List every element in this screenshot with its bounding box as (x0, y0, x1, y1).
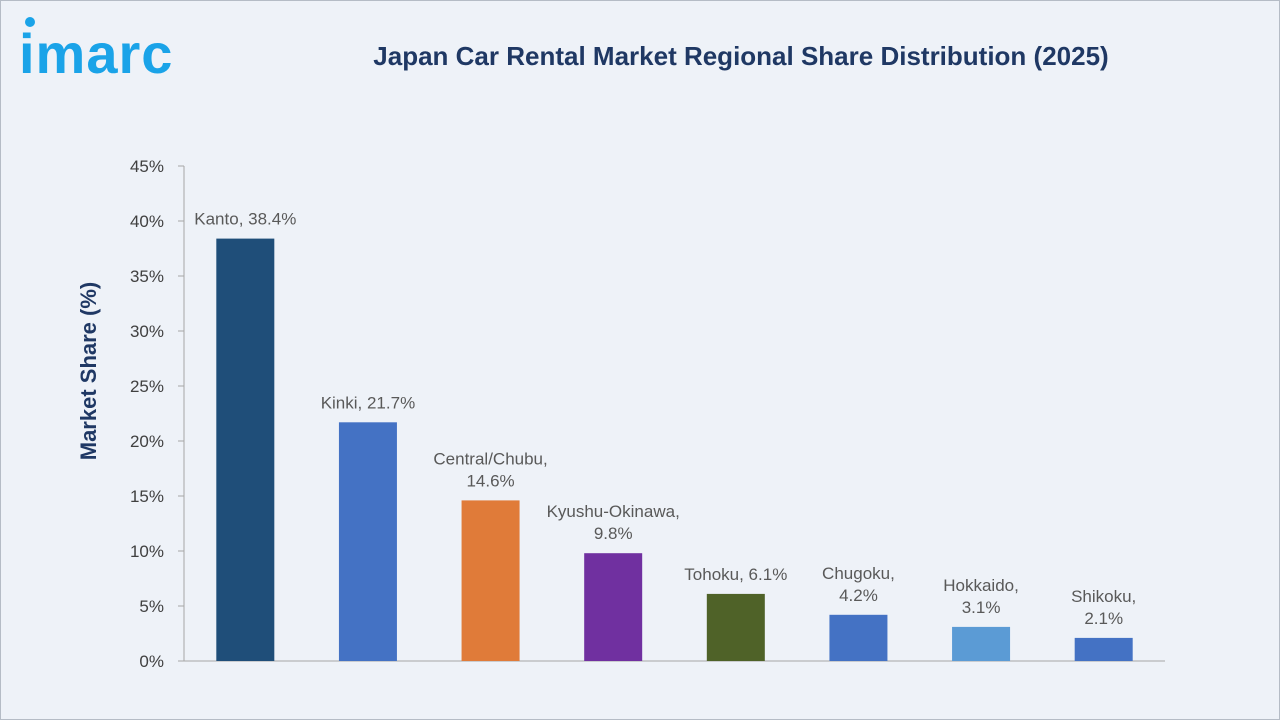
chart-title: Japan Car Rental Market Regional Share D… (373, 41, 1109, 71)
y-tick-label: 5% (139, 597, 164, 616)
bar-shikoku (1074, 637, 1133, 661)
data-label: 3.1% (962, 598, 1001, 617)
data-label: Kyushu-Okinawa, (547, 502, 680, 521)
data-label: Chugoku, (822, 564, 895, 583)
bar-chugoku (829, 614, 888, 661)
bar-hokkaido (952, 626, 1011, 661)
y-tick-label: 20% (130, 432, 164, 451)
data-label: 4.2% (839, 586, 878, 605)
bar-kyushu-okinawa (584, 553, 643, 661)
y-tick-label: 30% (130, 322, 164, 341)
bar-kinki (338, 422, 397, 661)
y-tick-label: 25% (130, 377, 164, 396)
data-label: Central/Chubu, (433, 449, 547, 468)
bar-central-chubu (461, 500, 520, 661)
data-label: 14.6% (466, 471, 514, 490)
data-label: Kinki, 21.7% (321, 393, 416, 412)
data-label: Shikoku, (1071, 587, 1136, 606)
y-tick-label: 10% (130, 542, 164, 561)
y-tick-label: 40% (130, 212, 164, 231)
data-label: Kanto, 38.4% (194, 210, 296, 229)
svg-text:imarc: imarc (19, 22, 173, 85)
y-tick-label: 35% (130, 267, 164, 286)
bar-kanto (216, 238, 275, 661)
y-tick-label: 15% (130, 487, 164, 506)
data-label: Hokkaido, (943, 576, 1019, 595)
data-label: 9.8% (594, 524, 633, 543)
data-label: 2.1% (1084, 609, 1123, 628)
y-tick-label: 45% (130, 157, 164, 176)
data-label: Tohoku, 6.1% (684, 565, 787, 584)
y-tick-label: 0% (139, 652, 164, 671)
imarc-logo: imarc (19, 17, 173, 85)
bar-tohoku (706, 593, 765, 661)
